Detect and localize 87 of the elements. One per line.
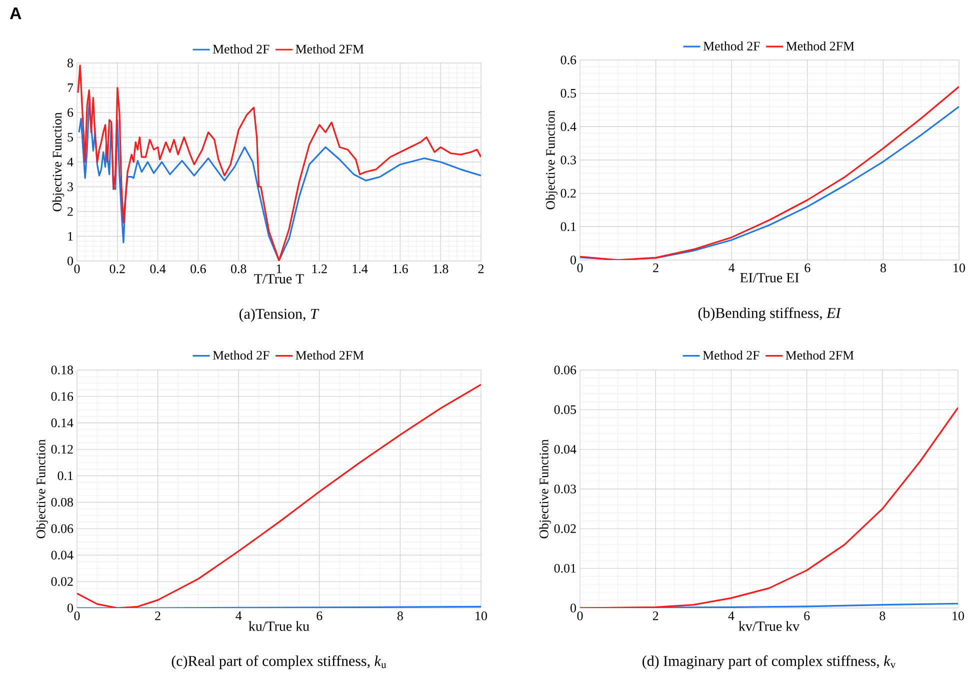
y-tick-label: 0.05 [554, 405, 576, 414]
line-series [580, 406, 958, 608]
x-axis-title: EI/True EI [740, 273, 799, 282]
x-tick-label: 4 [236, 612, 242, 620]
y-tick-label: 0.02 [51, 577, 73, 586]
y-axis-title: Objective Function [36, 439, 48, 538]
line-series [78, 102, 482, 261]
x-tick-label: 0.8 [231, 264, 246, 274]
text: (a)Tension, T [239, 308, 320, 322]
y-tick-label: 0.3 [560, 156, 576, 164]
x-tick-label: 0.2 [110, 264, 125, 274]
legend-label: Method 2FM [296, 350, 364, 360]
y-tick-label: 1 [68, 232, 73, 241]
x-axis-title: T/True T [254, 274, 304, 284]
x-tick-label: 1.8 [434, 264, 448, 274]
y-tick-label: 8 [68, 58, 73, 68]
x-tick-label: 2 [653, 264, 658, 272]
x-tick-label: 6 [804, 264, 810, 272]
y-tick-label: 0.18 [51, 366, 73, 374]
x-tick-label: 0.6 [190, 264, 206, 274]
text: (c)Real part of complex stiffness, k$_{u}$ [172, 655, 386, 670]
x-tick-label: 0 [577, 264, 583, 272]
x-tick-label: 8 [880, 264, 886, 272]
x-tick-label: 0.4 [150, 264, 166, 274]
x-tick-label: 6 [804, 612, 810, 620]
x-axis-title: kv/True kv [738, 621, 800, 631]
line-series [77, 384, 482, 608]
y-tick-label: 0.12 [51, 444, 73, 454]
y-tick-label: 0.5 [560, 88, 576, 98]
legend-label: Method 2FM [296, 44, 364, 54]
legend-label: Method 2F [212, 44, 270, 54]
text: (b)Bending stiffness, EI [698, 307, 842, 322]
text: A [10, 8, 22, 20]
x-tick-label: 6 [316, 612, 322, 620]
legend-label: Method 2FM [786, 41, 854, 50]
x-tick-label: 10 [954, 264, 965, 272]
y-tick-label: 0.06 [554, 366, 576, 374]
y-tick-label: 3 [68, 182, 73, 192]
x-tick-label: 10 [952, 612, 964, 620]
x-tick-label: 2 [652, 612, 658, 620]
line-series [77, 64, 482, 261]
x-tick-label: 0 [74, 612, 80, 620]
legend-label: Method 2FM [786, 350, 854, 360]
y-tick-label: 0.04 [51, 550, 74, 560]
x-axis-title: ku/True ku [248, 621, 310, 631]
x-tick-label: 0 [577, 612, 583, 620]
x-tick-label: 1.2 [312, 264, 327, 274]
text: (d) Imaginary part of complex stiffness, k$_{v}$ [642, 655, 896, 670]
x-tick-label: 4 [728, 612, 734, 620]
y-tick-label: 0.08 [51, 498, 73, 507]
x-tick-label: 2 [478, 264, 484, 274]
x-tick-label: 1.4 [352, 264, 368, 274]
y-tick-label: 0.14 [51, 418, 74, 428]
x-tick-label: 4 [728, 264, 735, 272]
y-axis-title: Objective Function [52, 112, 64, 212]
y-axis-title: Objective Function [539, 439, 551, 538]
legend-label: Method 2F [703, 41, 760, 50]
y-tick-label: 0.02 [554, 524, 576, 534]
y-tick-label: 4 [67, 158, 74, 166]
y-tick-label: 6 [68, 108, 74, 117]
x-tick-label: 2 [155, 612, 160, 620]
x-tick-label: 1 [276, 264, 282, 274]
x-tick-label: 8 [397, 612, 403, 620]
y-tick-label: 0.1 [58, 471, 73, 480]
y-tick-label: 0.06 [51, 524, 74, 534]
y-tick-label: 0.4 [560, 122, 576, 132]
x-tick-label: 10 [476, 612, 487, 620]
y-tick-label: 7 [68, 84, 74, 92]
x-tick-label: 0 [74, 264, 80, 274]
y-tick-label: 0.04 [554, 444, 576, 454]
y-tick-label: 2 [68, 207, 73, 216]
y-tick-label: 0.01 [554, 564, 576, 573]
x-tick-label: 1.6 [393, 264, 408, 274]
y-tick-label: 0.6 [560, 56, 576, 64]
y-tick-label: 0.2 [560, 188, 576, 198]
y-tick-label: 0 [570, 256, 576, 264]
y-tick-label: 5 [68, 132, 73, 142]
legend-label: Method 2F [702, 350, 760, 360]
x-tick-label: 8 [880, 612, 886, 620]
legend-label: Method 2F [212, 350, 270, 360]
y-tick-label: 0.1 [560, 222, 576, 232]
y-tick-label: 0.03 [554, 484, 576, 494]
y-tick-label: 0.16 [51, 392, 74, 401]
y-tick-label: 0 [570, 604, 576, 612]
y-tick-label: 0 [68, 256, 73, 266]
y-axis-title: Objective Function [546, 110, 558, 210]
y-tick-label: 0 [68, 604, 73, 612]
